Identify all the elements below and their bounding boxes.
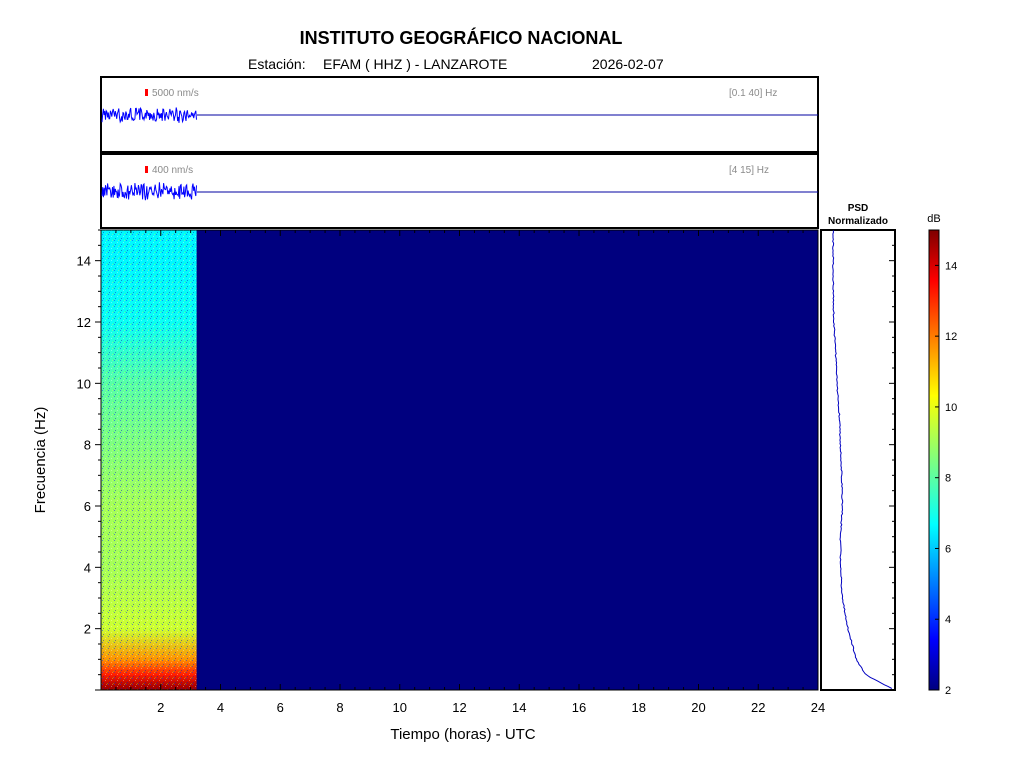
y-tick-label: 4 bbox=[84, 560, 91, 575]
x-tick-label: 14 bbox=[512, 700, 526, 715]
y-tick-label: 14 bbox=[77, 254, 91, 269]
colorbar-unit: dB bbox=[927, 213, 940, 225]
spectrogram-background bbox=[101, 230, 818, 690]
x-tick-label: 12 bbox=[452, 700, 466, 715]
colorbar-gradient bbox=[928, 229, 940, 691]
x-tick-label: 20 bbox=[691, 700, 705, 715]
psd-title: PSD bbox=[848, 203, 869, 214]
trace-panel-filtered: 400 nm/s [4 15] Hz bbox=[100, 153, 819, 229]
station-name: EFAM ( HHZ ) - LANZAROTE bbox=[323, 56, 507, 72]
x-tick-label: 24 bbox=[811, 700, 825, 715]
scale-marker bbox=[145, 89, 148, 96]
date-label: 2026-02-07 bbox=[592, 56, 664, 72]
x-tick-label: 10 bbox=[393, 700, 407, 715]
y-tick-label: 2 bbox=[84, 622, 91, 637]
x-tick-label: 22 bbox=[751, 700, 765, 715]
y-tick-label: 6 bbox=[84, 499, 91, 514]
x-tick-label: 4 bbox=[217, 700, 224, 715]
colorbar: dB 2 4 6 8 10 12 14 bbox=[927, 213, 957, 697]
psd-subtitle: Normalizado bbox=[828, 216, 888, 227]
colorbar-tick-label: 8 bbox=[945, 473, 951, 485]
x-tick-label: 6 bbox=[277, 700, 284, 715]
spectrogram-noise bbox=[101, 230, 197, 690]
colorbar-tick-label: 4 bbox=[945, 614, 951, 626]
colorbar-tick-label: 14 bbox=[945, 260, 957, 272]
colorbar-tick-label: 10 bbox=[945, 402, 957, 414]
figure-title: INSTITUTO GEOGRÁFICO NACIONAL bbox=[300, 27, 623, 48]
x-tick-label: 16 bbox=[572, 700, 586, 715]
y-tick-label: 10 bbox=[77, 376, 91, 391]
trace-band-label: [0.1 40] Hz bbox=[729, 88, 777, 99]
y-axis-label: Frecuencia (Hz) bbox=[32, 407, 49, 514]
colorbar-tick-label: 6 bbox=[945, 543, 951, 555]
y-tick-label: 12 bbox=[77, 315, 91, 330]
x-axis-label: Tiempo (horas) - UTC bbox=[390, 726, 535, 743]
scale-marker bbox=[145, 166, 148, 173]
x-tick-label: 8 bbox=[336, 700, 343, 715]
trace-band-label: [4 15] Hz bbox=[729, 165, 769, 176]
colorbar-tick-label: 2 bbox=[945, 685, 951, 697]
y-tick-label: 8 bbox=[84, 438, 91, 453]
x-tick-label: 18 bbox=[632, 700, 646, 715]
waveform-trace bbox=[101, 106, 197, 124]
psd-panel: PSD Normalizado bbox=[820, 203, 896, 691]
psd-curve bbox=[832, 230, 893, 689]
station-label: Estación: bbox=[248, 56, 306, 72]
trace-panel-broadband: 5000 nm/s [0.1 40] Hz bbox=[100, 76, 819, 153]
colorbar-tick-label: 12 bbox=[945, 331, 957, 343]
x-tick-label: 2 bbox=[157, 700, 164, 715]
trace-scale-label: 5000 nm/s bbox=[152, 88, 199, 99]
trace-scale-label: 400 nm/s bbox=[152, 165, 193, 176]
waveform-trace bbox=[101, 182, 197, 201]
